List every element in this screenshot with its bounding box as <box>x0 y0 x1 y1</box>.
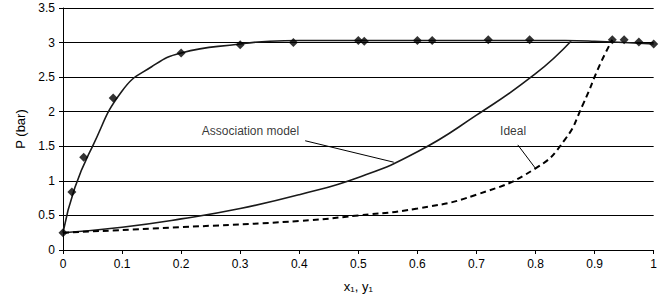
svg-text:Ideal: Ideal <box>500 124 526 138</box>
svg-text:1: 1 <box>48 174 55 188</box>
svg-text:1.5: 1.5 <box>38 139 55 153</box>
svg-text:x₁, y₁: x₁, y₁ <box>344 279 374 294</box>
svg-text:0.5: 0.5 <box>350 257 367 271</box>
svg-text:0.2: 0.2 <box>173 257 190 271</box>
svg-text:0.5: 0.5 <box>38 208 55 222</box>
svg-text:0.4: 0.4 <box>291 257 308 271</box>
svg-text:0.9: 0.9 <box>586 257 603 271</box>
svg-text:2.5: 2.5 <box>38 70 55 84</box>
svg-text:3: 3 <box>48 36 55 50</box>
svg-text:0.7: 0.7 <box>468 257 485 271</box>
svg-text:1: 1 <box>650 257 657 271</box>
svg-text:0.3: 0.3 <box>232 257 249 271</box>
svg-text:0: 0 <box>48 243 55 257</box>
svg-text:0.6: 0.6 <box>409 257 426 271</box>
svg-text:0: 0 <box>60 257 67 271</box>
svg-text:2: 2 <box>48 105 55 119</box>
svg-text:3.5: 3.5 <box>38 1 55 15</box>
svg-text:Association model: Association model <box>202 124 299 138</box>
svg-text:0.8: 0.8 <box>527 257 544 271</box>
svg-text:0.1: 0.1 <box>114 257 131 271</box>
svg-text:P (bar): P (bar) <box>13 109 28 149</box>
